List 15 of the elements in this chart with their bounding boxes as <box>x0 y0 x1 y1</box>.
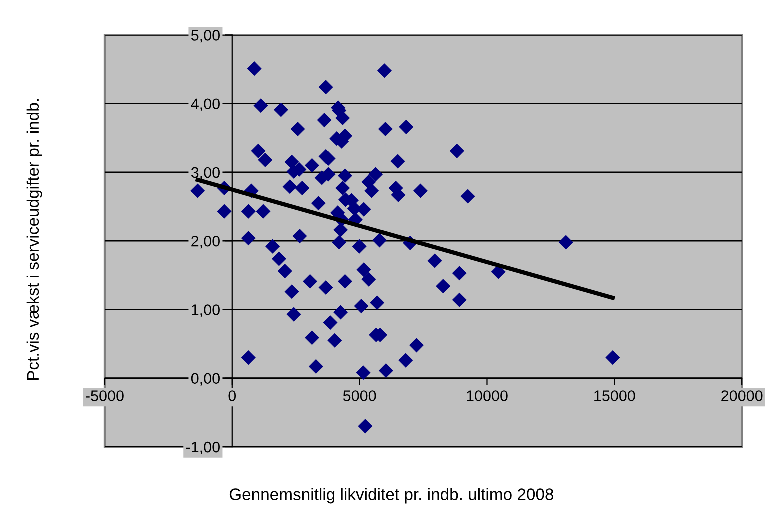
y-tick-label: 4,00 <box>191 98 220 112</box>
x-tick-label: 0 <box>228 390 236 402</box>
y-tick-label: 5,00 <box>191 30 220 43</box>
x-tick-label: 15000 <box>594 390 636 402</box>
x-tick-label: 10000 <box>467 390 508 402</box>
y-tick-label: 1,00 <box>192 304 220 318</box>
y-tick-label: -1,00 <box>186 442 220 455</box>
x-tick-label: -5000 <box>86 390 124 402</box>
y-tick-label: 3,00 <box>191 167 220 180</box>
x-tick-label: 20000 <box>722 390 763 402</box>
y-axis-title: Pct.vis vækst i serviceudgifter pr. indb. <box>26 99 42 380</box>
x-tick-label: 5000 <box>343 390 376 402</box>
y-tick-label: 0,00 <box>191 373 220 386</box>
y-tick-label: 2,00 <box>192 236 220 249</box>
x-axis-title: Gennemsnitlig likviditet pr. indb. ultimo 2008 <box>230 488 554 504</box>
